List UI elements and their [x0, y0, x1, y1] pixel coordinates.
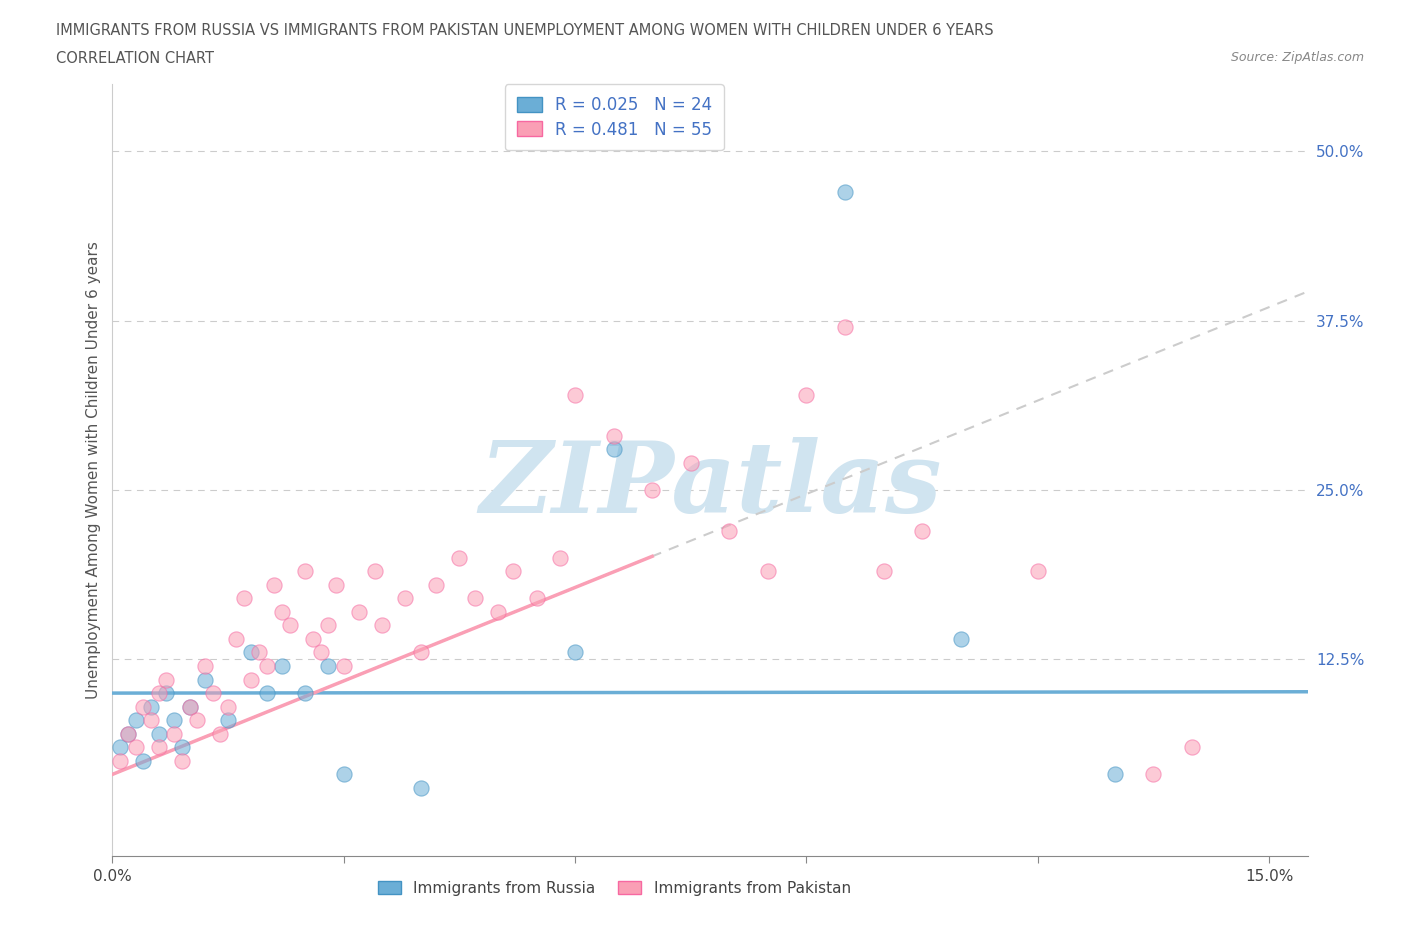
- Point: [409, 780, 432, 795]
- Point: [1181, 740, 1204, 755]
- Point: [117, 726, 139, 741]
- Point: [148, 726, 170, 741]
- Point: [641, 483, 664, 498]
- Text: CORRELATION CHART: CORRELATION CHART: [56, 51, 214, 66]
- Point: [170, 740, 193, 755]
- Point: [756, 564, 779, 578]
- Point: [163, 712, 186, 727]
- Point: [333, 767, 356, 782]
- Text: ZIPatlas: ZIPatlas: [479, 437, 941, 533]
- Point: [240, 645, 263, 660]
- Point: [394, 591, 416, 605]
- Point: [347, 604, 370, 619]
- Point: [363, 564, 385, 578]
- Point: [132, 699, 155, 714]
- Point: [548, 551, 571, 565]
- Point: [325, 578, 347, 592]
- Point: [117, 726, 139, 741]
- Point: [163, 726, 186, 741]
- Point: [256, 658, 278, 673]
- Point: [124, 712, 146, 727]
- Point: [148, 685, 170, 700]
- Point: [371, 618, 394, 632]
- Point: [486, 604, 509, 619]
- Point: [949, 631, 972, 646]
- Point: [217, 712, 239, 727]
- Point: [318, 658, 340, 673]
- Point: [209, 726, 232, 741]
- Legend: Immigrants from Russia, Immigrants from Pakistan: Immigrants from Russia, Immigrants from …: [373, 875, 856, 902]
- Point: [201, 685, 224, 700]
- Point: [834, 184, 856, 199]
- Point: [294, 564, 316, 578]
- Text: Source: ZipAtlas.com: Source: ZipAtlas.com: [1230, 51, 1364, 64]
- Point: [139, 699, 162, 714]
- Point: [911, 524, 934, 538]
- Point: [124, 740, 146, 755]
- Point: [271, 604, 294, 619]
- Y-axis label: Unemployment Among Women with Children Under 6 years: Unemployment Among Women with Children U…: [86, 241, 101, 698]
- Point: [1026, 564, 1049, 578]
- Point: [194, 672, 217, 687]
- Point: [179, 699, 201, 714]
- Point: [108, 740, 131, 755]
- Point: [278, 618, 301, 632]
- Point: [232, 591, 254, 605]
- Point: [155, 685, 177, 700]
- Text: IMMIGRANTS FROM RUSSIA VS IMMIGRANTS FROM PAKISTAN UNEMPLOYMENT AMONG WOMEN WITH: IMMIGRANTS FROM RUSSIA VS IMMIGRANTS FRO…: [56, 23, 994, 38]
- Point: [718, 524, 741, 538]
- Point: [302, 631, 325, 646]
- Point: [217, 699, 239, 714]
- Point: [526, 591, 548, 605]
- Point: [225, 631, 247, 646]
- Point: [449, 551, 471, 565]
- Point: [564, 645, 586, 660]
- Point: [294, 685, 316, 700]
- Point: [256, 685, 278, 700]
- Point: [309, 645, 332, 660]
- Point: [271, 658, 294, 673]
- Point: [796, 388, 818, 403]
- Point: [872, 564, 894, 578]
- Point: [1142, 767, 1164, 782]
- Point: [139, 712, 162, 727]
- Point: [333, 658, 356, 673]
- Point: [602, 442, 624, 457]
- Point: [1104, 767, 1126, 782]
- Point: [186, 712, 208, 727]
- Point: [108, 753, 131, 768]
- Point: [409, 645, 432, 660]
- Point: [240, 672, 263, 687]
- Point: [170, 753, 193, 768]
- Point: [464, 591, 486, 605]
- Point: [679, 456, 702, 471]
- Point: [194, 658, 217, 673]
- Point: [263, 578, 285, 592]
- Point: [155, 672, 177, 687]
- Point: [425, 578, 447, 592]
- Point: [502, 564, 524, 578]
- Point: [602, 429, 624, 444]
- Point: [132, 753, 155, 768]
- Point: [148, 740, 170, 755]
- Point: [318, 618, 340, 632]
- Point: [247, 645, 270, 660]
- Point: [179, 699, 201, 714]
- Point: [564, 388, 586, 403]
- Point: [834, 320, 856, 335]
